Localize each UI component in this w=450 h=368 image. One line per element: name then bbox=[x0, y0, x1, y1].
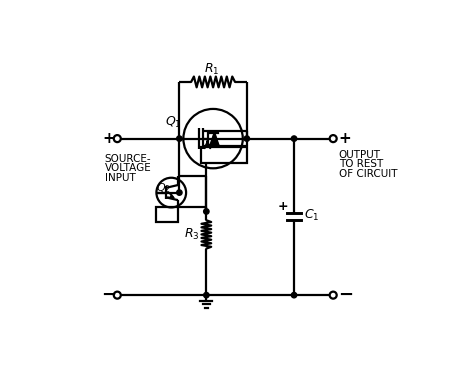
Text: SOURCE-: SOURCE- bbox=[104, 154, 151, 164]
Text: OUTPUT: OUTPUT bbox=[338, 150, 381, 160]
Bar bbox=[157, 208, 178, 222]
Circle shape bbox=[177, 136, 182, 141]
Circle shape bbox=[177, 190, 182, 195]
Text: +: + bbox=[338, 131, 351, 146]
Text: +: + bbox=[277, 200, 288, 213]
Bar bbox=[202, 147, 247, 163]
Text: −: − bbox=[338, 286, 354, 304]
Circle shape bbox=[291, 293, 297, 298]
Text: VOLTAGE: VOLTAGE bbox=[104, 163, 151, 173]
Circle shape bbox=[291, 136, 297, 141]
Text: $Q_1$: $Q_1$ bbox=[166, 115, 182, 130]
Text: $Q_2$: $Q_2$ bbox=[156, 182, 171, 195]
Text: +: + bbox=[103, 131, 116, 146]
Text: TO REST: TO REST bbox=[338, 159, 383, 169]
Circle shape bbox=[204, 209, 209, 214]
Text: $R_3$: $R_3$ bbox=[184, 227, 199, 242]
Text: OF CIRCUIT: OF CIRCUIT bbox=[338, 169, 397, 179]
Text: INPUT: INPUT bbox=[104, 173, 135, 183]
Circle shape bbox=[204, 293, 209, 298]
Circle shape bbox=[244, 136, 249, 141]
Polygon shape bbox=[211, 133, 219, 145]
Text: $C_1$: $C_1$ bbox=[304, 208, 320, 223]
Text: −: − bbox=[102, 286, 117, 304]
Text: $R_1$: $R_1$ bbox=[204, 62, 220, 77]
